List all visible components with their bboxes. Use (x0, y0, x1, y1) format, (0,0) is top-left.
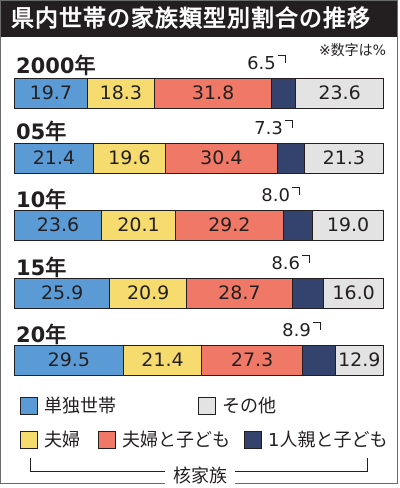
stacked-bar-3: 25.9 20.9 28.7 16.0 (14, 278, 384, 309)
segment-hitorioya (283, 211, 313, 240)
value-label-sonota: 12.9 (338, 349, 381, 371)
year-label-0: 2000年 (16, 54, 96, 78)
stacked-bar-0: 19.7 18.3 31.8 23.6 (14, 78, 384, 109)
segment-fuufu-kodomo: 27.3 (202, 346, 303, 375)
segment-hitorioya (277, 144, 305, 173)
value-label-tandoku: 23.6 (36, 214, 80, 236)
value-label-fuufu-kodomo: 29.2 (208, 214, 251, 236)
value-label-hitorioya: 6.5 (247, 53, 276, 74)
legend-item-sonota: その他 (198, 397, 276, 417)
segment-fuufu: 20.9 (110, 279, 188, 308)
chart-title: 県内世帯の家族類型別割合の推移 (1, 1, 397, 37)
legend-item-fuufu-kodomo: 夫婦と子ども (98, 431, 230, 451)
segment-sonota: 19.0 (313, 211, 383, 240)
value-label-fuufu: 18.3 (99, 82, 142, 104)
legend-swatch-tandoku (20, 397, 38, 415)
segment-tandoku: 29.5 (15, 346, 124, 375)
unit-note: ※数字は% (318, 43, 386, 59)
segment-fuufu: 20.1 (101, 211, 176, 240)
legend-label-hitorioya: 1人親と子ども (268, 430, 388, 451)
stacked-bar-4: 29.5 21.4 27.3 12.9 (14, 345, 384, 376)
value-label-hitorioya: 8.9 (282, 320, 311, 341)
year-label-3: 15年 (16, 256, 67, 280)
value-label-fuufu-kodomo: 28.7 (218, 282, 261, 304)
segment-sonota: 21.3 (304, 144, 383, 173)
segment-tandoku: 19.7 (15, 79, 88, 108)
legend-item-hitorioya: 1人親と子ども (244, 431, 387, 451)
value-label-hitorioya: 7.3 (254, 118, 283, 139)
legend-label-fuufu-kodomo: 夫婦と子ども (122, 430, 230, 451)
stacked-bar-2: 23.6 20.1 29.2 19.0 (14, 210, 384, 241)
value-label-fuufu-kodomo: 30.4 (200, 147, 243, 169)
year-label-4: 20年 (16, 323, 67, 347)
value-label-fuufu-kodomo: 27.3 (230, 349, 274, 371)
legend-swatch-fuufu (20, 431, 38, 449)
segment-sonota: 16.0 (324, 279, 383, 308)
legend-item-fuufu: 夫婦 (20, 431, 80, 451)
stacked-bar-1: 21.4 19.6 30.4 21.3 (14, 143, 384, 174)
value-label-fuufu: 20.1 (117, 214, 160, 236)
segment-fuufu-kodomo: 28.7 (187, 279, 293, 308)
segment-fuufu-kodomo: 30.4 (165, 144, 278, 173)
segment-sonota: 23.6 (296, 79, 383, 108)
nuclear-family-label: 核家族 (165, 466, 235, 487)
value-label-fuufu-kodomo: 31.8 (191, 82, 235, 104)
value-label-tandoku: 29.5 (47, 349, 90, 371)
callout-hitorioya-0: 6.5 (247, 53, 286, 74)
segment-fuufu-kodomo: 31.8 (154, 79, 273, 108)
segment-fuufu: 19.6 (93, 144, 166, 173)
callout-tick (277, 55, 286, 63)
callout-hitorioya-3: 8.6 (271, 253, 310, 274)
value-label-fuufu: 21.4 (141, 349, 184, 371)
value-label-sonota: 16.0 (332, 282, 375, 304)
segment-tandoku: 23.6 (15, 211, 102, 240)
value-label-sonota: 21.3 (322, 147, 365, 169)
legend-label-fuufu: 夫婦 (44, 430, 80, 451)
value-label-tandoku: 25.9 (40, 282, 84, 304)
value-label-tandoku: 19.7 (29, 82, 72, 104)
callout-hitorioya-1: 7.3 (254, 118, 293, 139)
segment-sonota: 12.9 (335, 346, 383, 375)
segment-hitorioya (292, 279, 325, 308)
year-label-2: 10年 (16, 188, 67, 212)
segment-tandoku: 21.4 (15, 144, 94, 173)
value-label-tandoku: 21.4 (32, 147, 76, 169)
value-label-fuufu: 20.9 (126, 282, 170, 304)
legend-swatch-sonota (198, 397, 216, 415)
segment-fuufu: 18.3 (87, 79, 155, 108)
callout-hitorioya-4: 8.9 (282, 320, 321, 341)
segment-hitorioya (302, 346, 336, 375)
value-label-sonota: 19.0 (326, 214, 370, 236)
legend-label-sonota: その他 (222, 396, 276, 417)
nuclear-family-label-wrap: 核家族 (0, 462, 400, 488)
year-label-1: 05年 (16, 120, 67, 144)
segment-fuufu-kodomo: 29.2 (175, 211, 284, 240)
legend-item-tandoku: 単独世帯 (20, 397, 116, 417)
segment-fuufu: 21.4 (123, 346, 203, 375)
callout-tick (312, 322, 321, 330)
value-label-sonota: 23.6 (318, 82, 361, 104)
legend-label-tandoku: 単独世帯 (44, 396, 116, 417)
segment-hitorioya (272, 79, 297, 108)
callout-tick (302, 255, 310, 263)
value-label-hitorioya: 8.0 (261, 185, 290, 206)
callout-tick (284, 120, 293, 128)
legend-swatch-hitorioya (244, 431, 262, 449)
value-label-hitorioya: 8.6 (271, 253, 300, 274)
legend-swatch-fuufu-kodomo (98, 431, 116, 449)
callout-hitorioya-2: 8.0 (261, 185, 300, 206)
callout-tick (291, 187, 300, 195)
value-label-fuufu: 19.6 (108, 147, 151, 169)
segment-tandoku: 25.9 (15, 279, 111, 308)
